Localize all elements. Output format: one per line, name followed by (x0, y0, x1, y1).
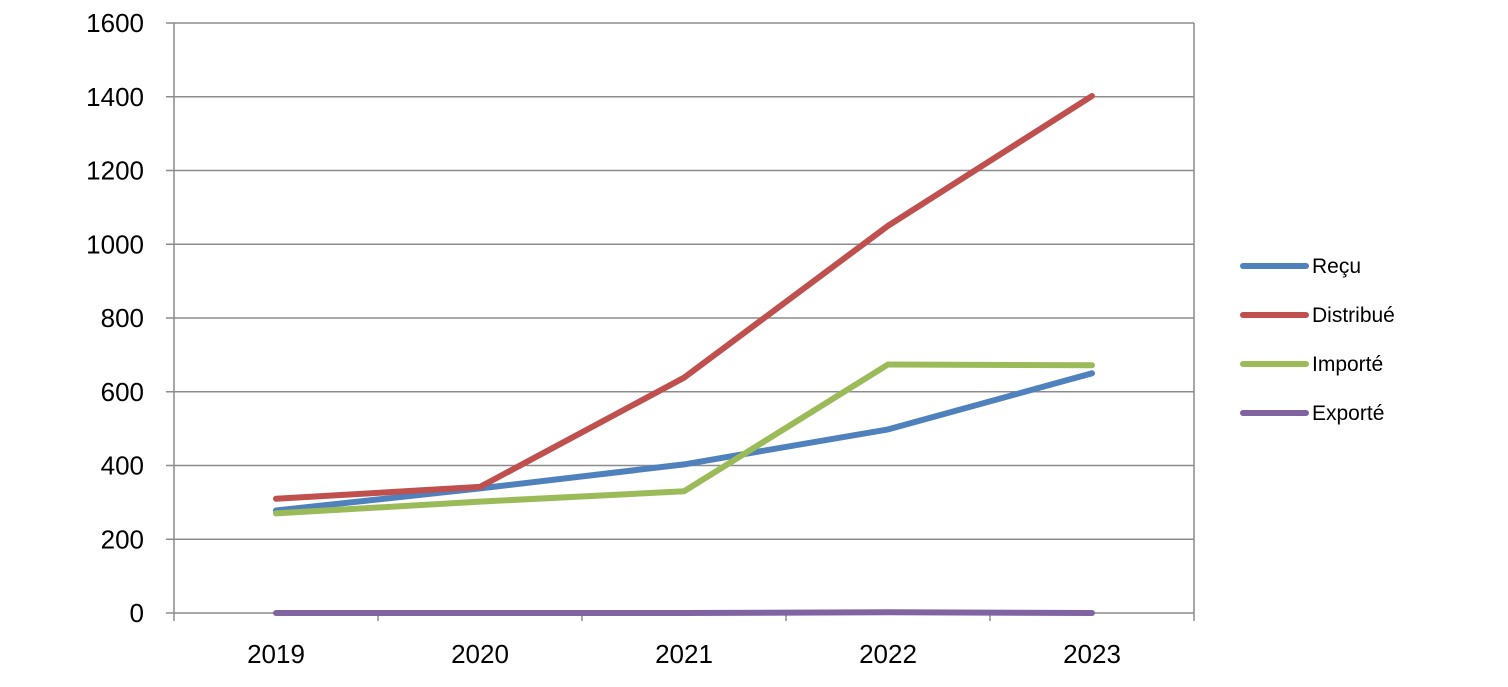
y-tick-label: 1400 (86, 82, 144, 112)
y-tick-label: 200 (101, 524, 144, 554)
series-line-exporté (273, 609, 1095, 616)
x-tick-label: 2020 (451, 639, 509, 669)
y-tick-label: 1600 (86, 8, 144, 38)
legend: Reçu Distribué Importé Exporté (1240, 255, 1395, 425)
series-line-distribué (273, 93, 1095, 502)
x-tick-label: 2023 (1063, 639, 1121, 669)
legend-label: Importé (1312, 353, 1383, 376)
legend-label: Exporté (1312, 402, 1384, 425)
x-tick-label: 2022 (859, 639, 917, 669)
y-tick-label: 1200 (86, 156, 144, 186)
y-tick-label: 1000 (86, 229, 144, 259)
legend-item: Importé (1240, 353, 1383, 376)
legend-item: Distribué (1240, 304, 1395, 327)
gridlines (174, 22, 1194, 540)
series-lines (273, 93, 1095, 616)
legend-item: Reçu (1240, 255, 1361, 278)
y-tick-label: 400 (101, 451, 144, 481)
y-tick-label: 600 (101, 377, 144, 407)
x-tick-label: 2019 (247, 639, 305, 669)
legend-item: Exporté (1240, 402, 1384, 425)
y-tick-labels: 0 200 400 600 800 1000 1200 1400 1600 (86, 8, 144, 628)
y-tick-label: 800 (101, 303, 144, 333)
legend-label: Reçu (1312, 255, 1361, 278)
y-tick-label: 0 (130, 598, 144, 628)
x-tick-labels: 2019 2020 2021 2022 2023 (247, 639, 1121, 669)
axes (166, 22, 1195, 621)
legend-label: Distribué (1312, 304, 1395, 327)
series-line-importé (273, 361, 1095, 517)
series-line-reçu (273, 370, 1095, 514)
x-tick-label: 2021 (655, 639, 713, 669)
